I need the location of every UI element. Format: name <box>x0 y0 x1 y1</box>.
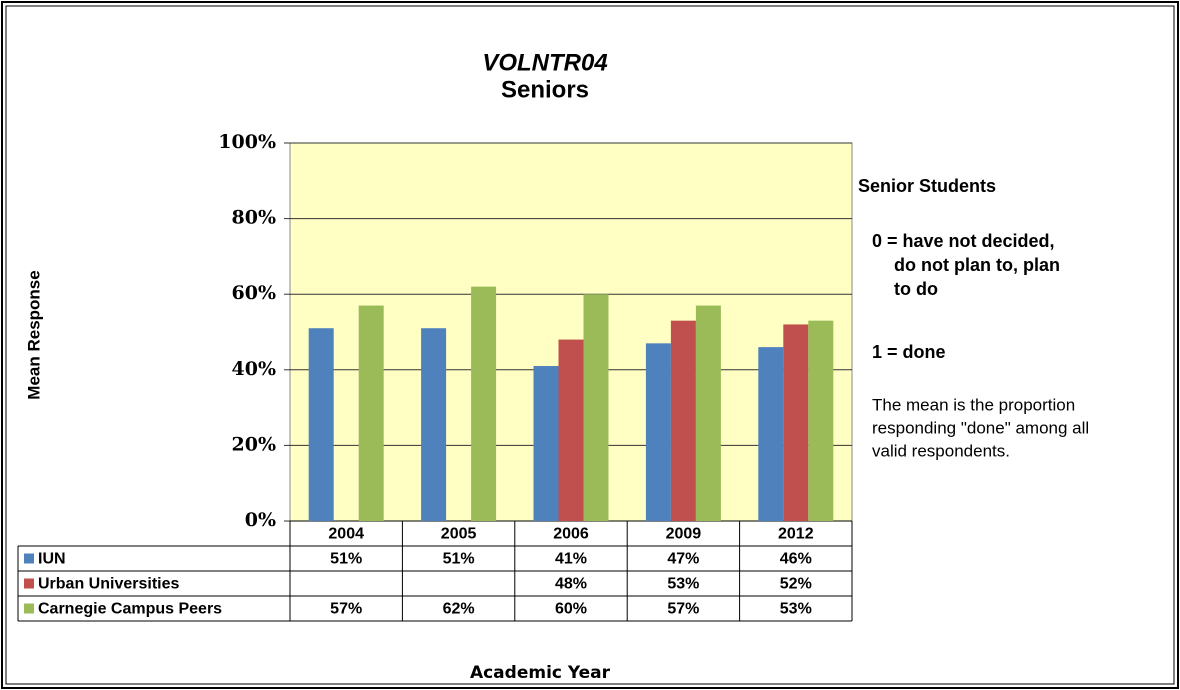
y-tick-label: 60% <box>232 282 277 304</box>
legend-swatch <box>24 603 34 614</box>
data-label: 60% <box>555 601 587 618</box>
bar <box>783 324 809 521</box>
x-axis-title: Academic Year <box>470 663 611 683</box>
legend-swatch <box>24 553 34 564</box>
note: to do <box>894 279 938 299</box>
x-tick-label: 2006 <box>553 526 589 543</box>
y-tick-label: 100% <box>218 131 276 153</box>
bar <box>308 328 334 521</box>
data-label: 47% <box>667 551 699 568</box>
legend-swatch <box>24 578 34 589</box>
x-tick-label: 2004 <box>328 526 364 543</box>
bar <box>533 366 559 521</box>
note: responding "done" among all <box>872 418 1089 437</box>
data-label: 57% <box>667 601 699 618</box>
bar <box>358 305 384 521</box>
legend-label: Urban Universities <box>38 576 179 593</box>
data-label: 62% <box>443 601 475 618</box>
frame-inner <box>5 5 1175 685</box>
x-tick-label: 2012 <box>778 526 814 543</box>
y-tick-label: 80% <box>232 207 277 229</box>
bar <box>808 320 834 521</box>
bar <box>583 294 609 521</box>
bar <box>471 286 497 521</box>
legend-label: IUN <box>38 551 66 568</box>
bar <box>421 328 447 521</box>
y-tick-label: 40% <box>232 358 277 380</box>
chart-title: VOLNTR04 <box>482 49 607 76</box>
data-label: 57% <box>330 601 362 618</box>
data-label: 51% <box>330 551 362 568</box>
note: The mean is the proportion <box>872 395 1075 414</box>
note: 1 = done <box>872 342 946 362</box>
bar <box>695 305 721 521</box>
data-label: 46% <box>780 551 812 568</box>
note: do not plan to, plan <box>894 255 1060 275</box>
x-tick-label: 2009 <box>666 526 702 543</box>
legend-label: Carnegie Campus Peers <box>38 601 222 618</box>
data-label: 41% <box>555 551 587 568</box>
data-label: 51% <box>443 551 475 568</box>
y-tick-label: 0% <box>245 509 276 531</box>
bar <box>558 339 584 521</box>
note: valid respondents. <box>872 441 1010 460</box>
y-tick-label: 20% <box>232 433 277 455</box>
bar <box>758 347 784 521</box>
data-label: 48% <box>555 576 587 593</box>
data-label: 53% <box>780 601 812 618</box>
note: Senior Students <box>858 176 996 196</box>
x-tick-label: 2005 <box>441 526 477 543</box>
note: 0 = have not decided, <box>872 231 1055 251</box>
y-axis-title: Mean Response <box>24 270 43 399</box>
data-label: 52% <box>780 576 812 593</box>
data-label: 53% <box>667 576 699 593</box>
bar <box>670 320 696 521</box>
chart-subtitle: Seniors <box>501 76 589 103</box>
bar <box>645 343 671 521</box>
